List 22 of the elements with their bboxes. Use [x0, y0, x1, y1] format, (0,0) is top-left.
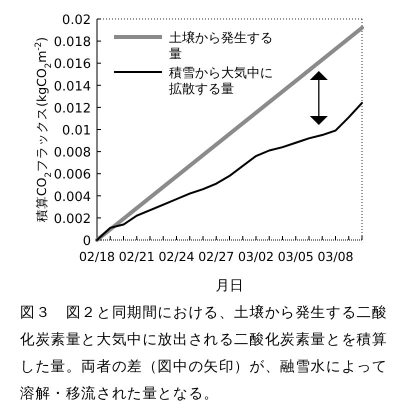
legend-label: 土壌から発生する量	[169, 30, 273, 62]
x-tick-label: 03/05	[278, 249, 314, 264]
x-tick-label: 03/08	[317, 249, 354, 264]
x-tick-label: 02/18	[78, 249, 116, 264]
y-tick-label: 0.006	[54, 168, 91, 183]
y-tick-label: 0.004	[54, 190, 91, 205]
x-axis-title: 月日	[216, 278, 244, 294]
legend-label: 積雪から大気中に拡散する量	[169, 66, 273, 97]
y-tick-label: 0.002	[54, 212, 91, 227]
x-tick-label: 02/24	[158, 249, 195, 264]
y-tick-label: 0	[82, 234, 91, 249]
x-tick-label: 02/27	[198, 249, 234, 264]
x-tick-label: 03/02	[238, 249, 274, 264]
y-tick-label: 0.012	[54, 101, 91, 116]
y-tick-label: 0.008	[54, 146, 91, 161]
x-tick-label: 02/21	[118, 249, 155, 264]
y-tick-label: 0.01	[62, 124, 91, 138]
y-tick-label: 0.018	[54, 35, 91, 50]
y-tick-label: 0.014	[54, 79, 91, 94]
y-tick-label: 0.016	[54, 57, 91, 72]
y-tick-label: 0.02	[62, 13, 91, 28]
caption: 図３ 図２と同期間における、土壌から発生する二酸化炭素量と大気中に放出される二酸化炭素量とを積算した量。両者の差（図中の矢印）が、融雪水によって溶解・移流された量となる。	[20, 304, 388, 404]
